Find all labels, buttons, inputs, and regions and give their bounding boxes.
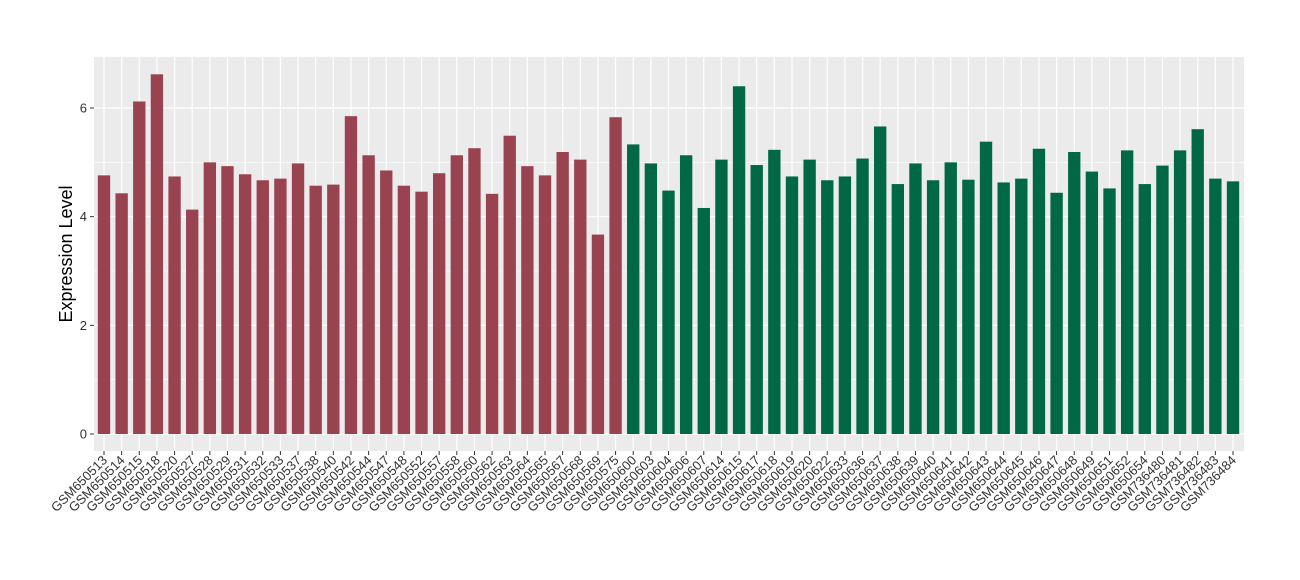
bar-GSM650567 [556,152,569,434]
bar-GSM650614 [715,159,728,434]
y-tick-label: 6 [80,101,87,116]
bar-GSM650529 [221,166,234,435]
bar-GSM650548 [397,185,411,434]
bar-GSM650600 [627,144,640,435]
bar-GSM650538 [309,185,322,434]
bar-GSM650537 [291,163,305,435]
bar-GSM650552 [415,191,428,434]
bar-GSM650654 [1138,184,1151,434]
bar-GSM650647 [1050,192,1063,434]
bar-GSM650533 [274,178,287,434]
bar-GSM650639 [909,163,922,435]
bar-GSM650527 [186,209,199,434]
bar-GSM650515 [133,101,146,434]
bar-GSM650557 [432,173,446,434]
bar-GSM650619 [785,176,799,434]
bar-GSM650544 [362,155,375,434]
bar-GSM650646 [1032,148,1046,434]
bar-GSM650531 [238,174,252,434]
bar-GSM650622 [821,180,834,434]
bar-GSM650651 [1103,188,1116,434]
bar-GSM650562 [485,193,499,434]
y-tick-label: 4 [80,209,87,224]
y-tick-label: 2 [80,318,87,333]
bar-GSM650547 [380,170,393,434]
bar-GSM650644 [997,182,1010,434]
bar-GSM650542 [344,116,358,435]
bar-GSM650575 [609,117,622,434]
bar-GSM736483 [1209,178,1222,434]
bar-GSM650617 [750,165,763,435]
bar-GSM650620 [803,159,816,434]
bar-GSM650652 [1120,150,1134,434]
bar-GSM736481 [1173,150,1187,434]
bar-layer [97,74,1240,435]
bar-GSM650514 [115,193,128,434]
bar-GSM650528 [203,162,217,435]
bar-GSM650649 [1085,171,1099,434]
bar-GSM650640 [926,180,940,434]
bar-GSM650564 [521,166,534,435]
bar-GSM650607 [697,207,710,434]
bar-GSM650603 [644,163,658,435]
bar-GSM650604 [662,190,675,434]
bar-GSM650645 [1015,178,1028,434]
y-tick-label: 0 [80,427,87,442]
bar-GSM650615 [732,86,746,435]
bar-GSM650565 [538,175,552,434]
bar-GSM650568 [574,159,587,434]
bar-GSM650518 [150,74,164,435]
bar-GSM650563 [503,135,516,434]
bar-GSM736484 [1226,181,1240,434]
bar-GSM650560 [468,148,481,434]
bar-GSM650520 [168,176,181,434]
bar-GSM650513 [97,175,111,434]
bar-GSM736480 [1156,165,1169,435]
bar-GSM736482 [1191,129,1204,434]
bar-GSM650569 [591,234,605,434]
bar-GSM650642 [962,179,975,434]
y-axis: 0 2 4 6 [80,101,94,442]
bar-GSM650638 [891,184,905,434]
bar-GSM650540 [327,184,340,434]
bar-GSM650606 [679,155,693,434]
bar-GSM650637 [874,126,887,435]
bar-GSM650641 [944,162,957,435]
bar-GSM650558 [450,155,463,434]
x-axis: GSM650513GSM650514GSM650515GSM650518GSM6… [48,451,1239,515]
bar-GSM650618 [768,149,781,434]
bar-GSM650636 [856,158,869,434]
bar-GSM650643 [979,141,993,435]
bar-GSM650648 [1068,152,1081,434]
bar-GSM650633 [838,176,852,434]
y-axis-title: Expression Level [56,185,76,322]
bar-GSM650532 [256,180,269,434]
